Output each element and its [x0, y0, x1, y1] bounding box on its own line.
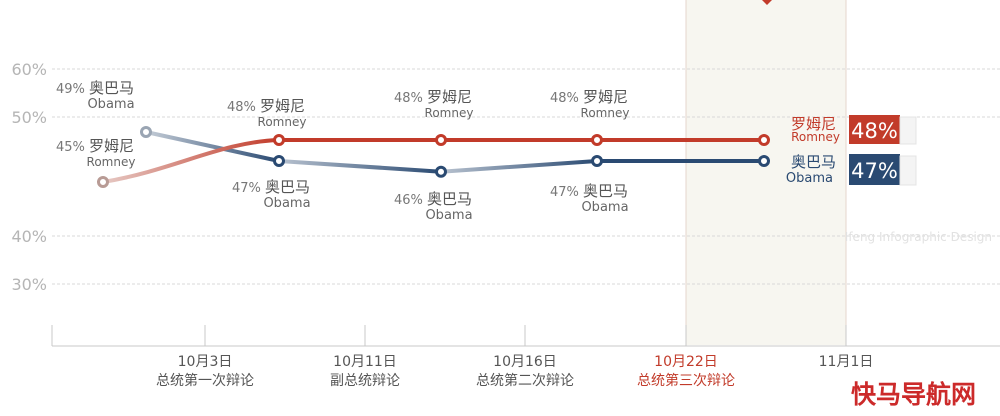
point-label-cn: 罗姆尼	[260, 97, 305, 115]
y-tick-label: 30%	[11, 275, 47, 294]
site-logo: 快马导航网	[851, 380, 976, 409]
obama-point	[140, 126, 152, 138]
point-label-en: Obama	[87, 97, 134, 112]
romney-final-badge-tab	[899, 116, 917, 145]
point-label-en: Obama	[425, 208, 472, 223]
point-label-cn: 奥巴马	[89, 79, 134, 97]
x-tick-date: 11月1日	[819, 354, 874, 370]
obama-point	[591, 155, 603, 167]
x-tick-event: 副总统辩论	[330, 373, 400, 389]
point-label-pct: 47%	[232, 181, 265, 196]
romney-point	[273, 134, 285, 146]
x-tick-date: 10月16日	[493, 354, 557, 370]
point-label-cn: 罗姆尼	[89, 137, 134, 155]
point-label-en: Romney	[258, 115, 307, 129]
point-label-cn: 奥巴马	[427, 190, 472, 208]
x-tick-date: 10月11日	[333, 354, 397, 370]
point-label-pct: 48%	[227, 100, 260, 115]
point-label-pct: 45%	[56, 140, 89, 155]
romney-point	[591, 134, 603, 146]
x-tick-event: 总统第二次辩论	[476, 372, 574, 389]
x-tick-event: 总统第三次辩论	[637, 372, 735, 389]
romney-point	[758, 134, 770, 146]
point-label-en: Romney	[581, 106, 630, 120]
point-label: 49% 奥巴马	[56, 79, 134, 97]
point-label: 46% 奥巴马	[394, 190, 472, 208]
obama-final-badge-tab	[899, 155, 917, 186]
obama-line-segment	[439, 159, 599, 174]
obama-line-segment	[144, 130, 281, 163]
point-label-cn: 奥巴马	[265, 178, 310, 196]
point-label-pct: 47%	[550, 185, 583, 200]
point-label-en: Obama	[263, 196, 310, 211]
point-label-en: Romney	[425, 106, 474, 120]
romney-line-segment	[101, 138, 281, 184]
point-label-pct: 48%	[394, 91, 427, 106]
romney-point	[97, 176, 109, 188]
point-label-cn: 奥巴马	[583, 182, 628, 200]
point-label: 47% 奥巴马	[550, 182, 628, 200]
romney-final-name-cn: 罗姆尼	[791, 115, 836, 133]
romney-final-badge	[849, 115, 900, 144]
point-label-pct: 48%	[550, 91, 583, 106]
ifeng-watermark: Ifeng Infographic Design	[845, 230, 992, 244]
point-label-pct: 49%	[56, 82, 89, 97]
point-label-pct: 46%	[394, 193, 427, 208]
highlight-band	[686, 0, 846, 345]
point-label-cn: 罗姆尼	[583, 88, 628, 106]
point-label: 48% 罗姆尼	[394, 88, 472, 106]
point-label-cn: 罗姆尼	[427, 88, 472, 106]
romney-point	[435, 134, 447, 146]
point-label: 47% 奥巴马	[232, 178, 310, 196]
obama-point	[435, 165, 447, 178]
point-label: 48% 罗姆尼	[550, 88, 628, 106]
y-tick-label: 40%	[11, 227, 47, 246]
obama-final-value: 47%	[851, 159, 898, 183]
point-label: 45% 罗姆尼	[56, 137, 134, 155]
y-tick-label: 60%	[11, 60, 47, 79]
romney-final-value: 48%	[851, 119, 898, 143]
obama-point	[758, 155, 770, 167]
romney-final-name-en: Romney	[791, 130, 840, 144]
point-label-en: Obama	[581, 200, 628, 215]
obama-point	[273, 155, 285, 167]
x-tick-date: 10月22日	[654, 354, 718, 370]
highlight-marker-triangle	[762, 0, 772, 5]
y-tick-label: 50%	[11, 108, 47, 127]
obama-line-segment	[277, 159, 443, 174]
obama-final-badge	[849, 154, 900, 185]
x-tick-event: 总统第一次辩论	[156, 372, 254, 389]
obama-final-name-cn: 奥巴马	[791, 153, 836, 171]
point-label: 48% 罗姆尼	[227, 97, 305, 115]
obama-final-name-en: Obama	[786, 171, 833, 186]
point-label-en: Romney	[87, 155, 136, 169]
x-tick-date: 10月3日	[178, 354, 233, 370]
